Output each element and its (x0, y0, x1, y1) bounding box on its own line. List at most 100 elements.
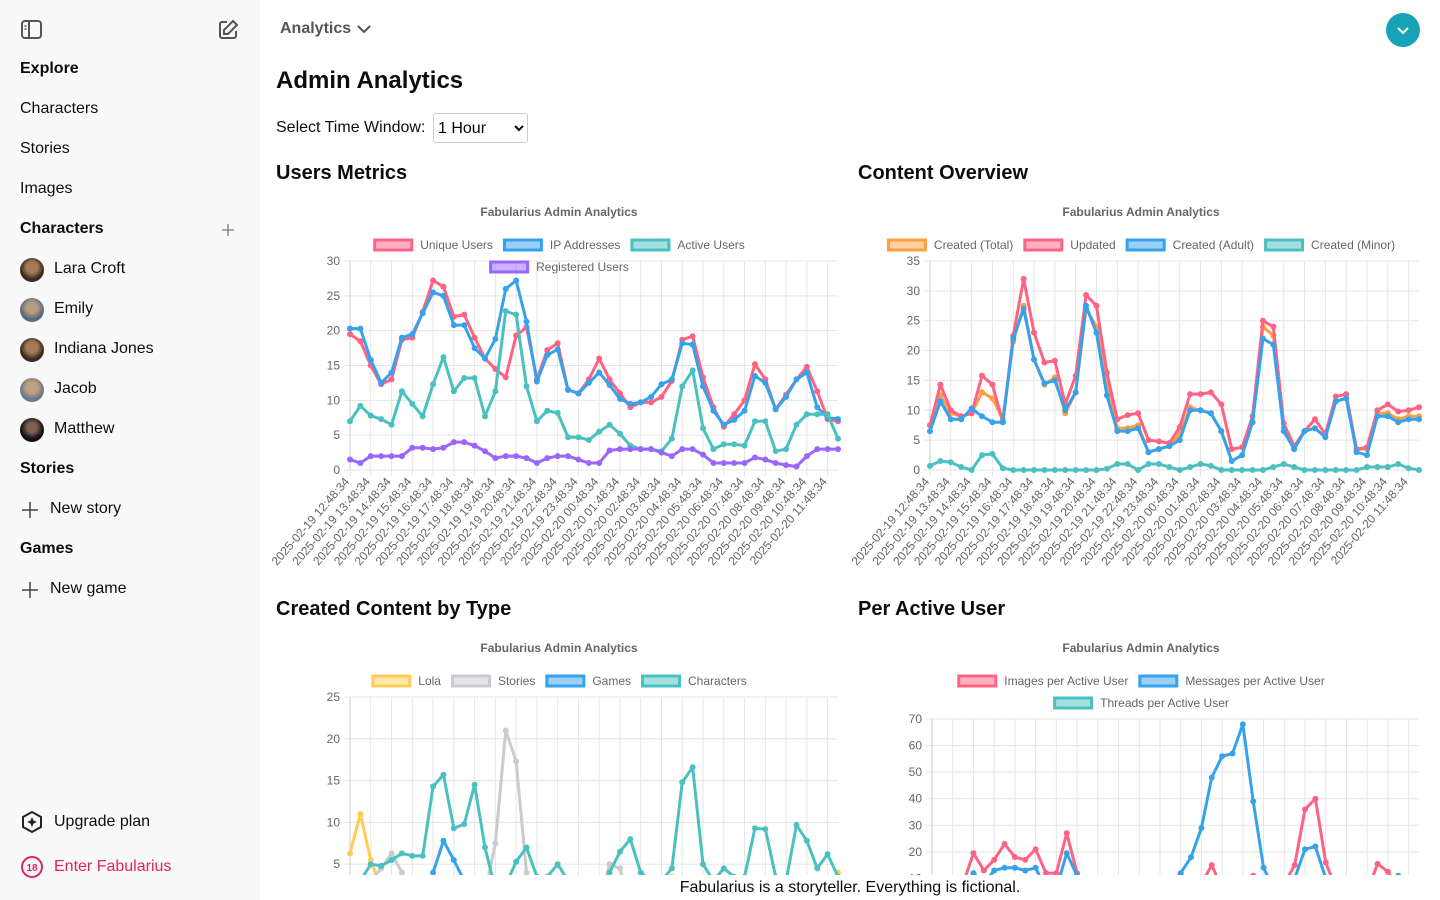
data-point (835, 416, 841, 423)
data-point (575, 434, 582, 441)
data-point (1291, 464, 1298, 471)
data-point (409, 331, 416, 338)
legend-item: Messages per Active User (1138, 674, 1325, 688)
data-point (1208, 862, 1215, 869)
legend-item: Created (Minor) (1264, 238, 1395, 252)
data-point (419, 852, 426, 859)
legend-swatch (886, 238, 927, 252)
y-tick-label: 25 (907, 314, 921, 328)
data-point (471, 781, 478, 788)
data-point (979, 413, 986, 420)
data-point (544, 352, 551, 359)
data-point (492, 388, 499, 395)
legend-item: Created (Adult) (1125, 238, 1254, 252)
data-point (1395, 461, 1402, 468)
y-tick-label: 10 (327, 393, 341, 407)
character-item[interactable]: Emily (54, 300, 94, 317)
data-point (1343, 467, 1350, 473)
new-game[interactable]: New game (50, 580, 127, 597)
enter-link[interactable]: Enter Fabularius (54, 858, 172, 875)
data-point (1051, 467, 1058, 473)
nav-item[interactable]: Stories (20, 140, 70, 157)
legend-label: Stories (498, 674, 535, 688)
y-tick-label: 30 (909, 818, 923, 832)
legend-swatch (1125, 238, 1166, 252)
data-point (668, 865, 675, 872)
data-point (710, 407, 717, 414)
data-point (357, 325, 364, 332)
data-point (658, 381, 665, 388)
data-point (1218, 428, 1225, 435)
data-point (1187, 391, 1194, 398)
data-point (409, 852, 416, 859)
data-point (700, 451, 707, 458)
data-point (968, 467, 975, 473)
data-point (979, 389, 986, 396)
nav-item[interactable]: Images (20, 180, 73, 197)
new-story[interactable]: New story (50, 500, 122, 517)
data-point (1103, 392, 1110, 399)
data-point (1322, 434, 1329, 441)
y-tick-label: 20 (909, 845, 923, 859)
data-point (637, 446, 644, 453)
data-point (378, 379, 385, 386)
data-point (1395, 408, 1402, 415)
data-point (1302, 846, 1309, 853)
character-item[interactable]: Lara Croft (54, 260, 126, 277)
nav-item[interactable]: Characters (20, 100, 99, 117)
section-title: Per Active User (858, 598, 1006, 620)
data-point (502, 453, 509, 460)
data-point (1032, 864, 1039, 871)
sidebar-toggle-icon[interactable] (20, 19, 44, 41)
data-point (502, 374, 509, 381)
data-point (1124, 461, 1131, 468)
menu-label[interactable]: Analytics (280, 20, 352, 37)
data-point (947, 459, 954, 466)
data-point (668, 376, 675, 383)
upgrade-plan[interactable]: Upgrade plan (54, 813, 151, 830)
data-point (720, 865, 727, 872)
data-point (388, 421, 395, 428)
data-point (471, 375, 478, 382)
time-window-select[interactable]: 1 Hour (433, 113, 528, 143)
data-point (585, 379, 592, 386)
data-point (440, 837, 447, 844)
data-point (751, 825, 758, 832)
character-item[interactable]: Jacob (54, 380, 97, 397)
data-point (679, 340, 686, 347)
data-point (575, 390, 582, 397)
add-icon[interactable] (221, 223, 235, 237)
data-point (1063, 850, 1070, 857)
data-point (1312, 843, 1319, 850)
new-chat-icon[interactable] (217, 19, 239, 41)
data-point (1250, 798, 1257, 805)
legend-swatch (630, 238, 671, 252)
data-point (430, 783, 437, 790)
data-point (1259, 467, 1266, 473)
data-point (430, 277, 437, 284)
data-point (1374, 860, 1381, 867)
data-point (627, 446, 634, 453)
data-point (937, 381, 944, 388)
data-point (481, 844, 488, 851)
data-point (1093, 302, 1100, 309)
character-item[interactable]: Matthew (54, 420, 115, 437)
data-point (1124, 412, 1131, 419)
menu-dropdown[interactable]: Analytics (280, 20, 372, 38)
character-item[interactable]: Indiana Jones (54, 340, 154, 357)
y-tick-label: 5 (333, 428, 340, 442)
data-point (793, 376, 800, 383)
data-point (1374, 407, 1381, 414)
data-point (762, 456, 769, 463)
profile-button[interactable] (1385, 12, 1421, 48)
data-point (980, 867, 987, 874)
data-point (1249, 419, 1256, 426)
data-point (1062, 467, 1069, 473)
data-point (968, 405, 975, 412)
data-point (1353, 449, 1360, 456)
data-point (627, 400, 634, 407)
data-point (1207, 462, 1214, 469)
data-point (1177, 870, 1184, 875)
data-point (1343, 391, 1350, 398)
data-point (1207, 389, 1214, 396)
